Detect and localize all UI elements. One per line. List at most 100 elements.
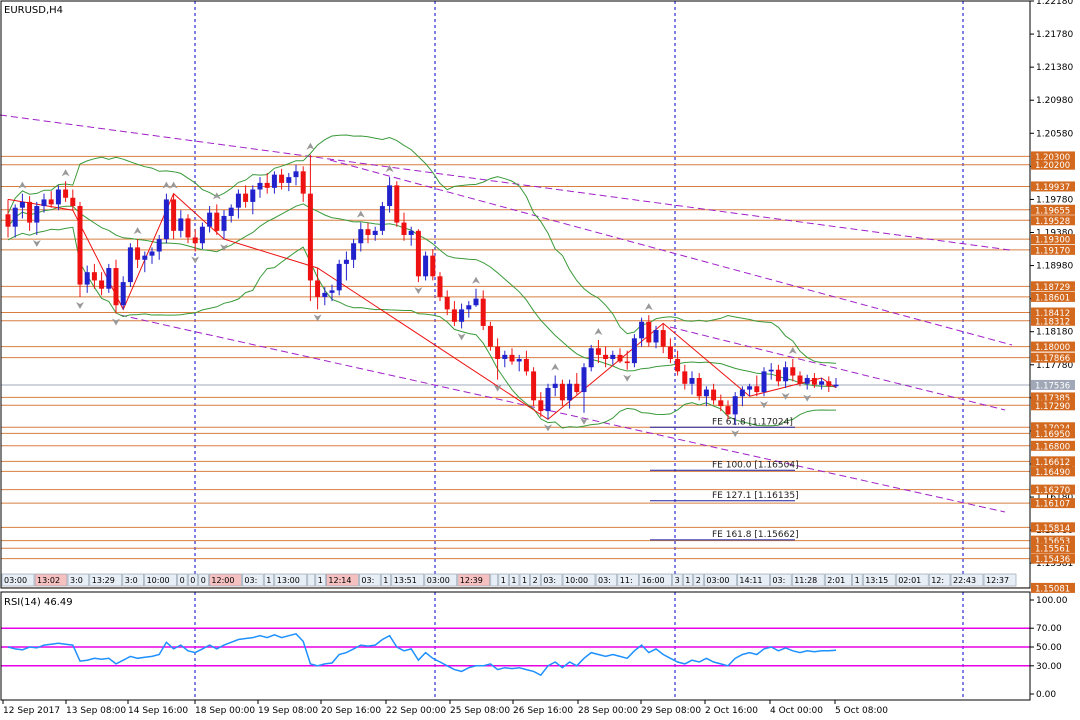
- candle-body: [567, 383, 573, 401]
- candle-65: [473, 288, 479, 307]
- candle-4: [34, 201, 40, 235]
- fractal-down-icon: [623, 374, 632, 382]
- candle-body: [5, 214, 11, 227]
- level-label-17: 1.16800: [1035, 442, 1070, 452]
- candle-93: [675, 350, 681, 376]
- time-strip-label: 3:0: [70, 576, 83, 585]
- candle-body: [243, 193, 249, 202]
- candle-33: [243, 185, 249, 208]
- time-label-4: 19 Sep 08:00: [258, 706, 318, 716]
- level-label-box-2: [1031, 181, 1075, 192]
- time-label-0: 12 Sep 2017: [3, 706, 60, 716]
- candle-body: [12, 207, 18, 227]
- candle-body: [394, 185, 400, 223]
- time-strip-label: 03:00: [427, 576, 450, 585]
- time-strip-cell: [895, 573, 929, 587]
- candle-body: [826, 381, 832, 387]
- candle-62: [451, 301, 457, 326]
- candle-body: [495, 346, 501, 359]
- time-strip-cell: [617, 573, 639, 587]
- candle-66: [480, 290, 486, 331]
- candle-body: [257, 182, 263, 190]
- time-strip-cell: [704, 573, 737, 587]
- band-upper: [7, 134, 837, 364]
- level-label-box-10: [1031, 315, 1075, 326]
- time-strip-cell: [242, 573, 264, 587]
- candle-body: [516, 358, 522, 362]
- level-label-6: 1.19170: [1035, 246, 1070, 256]
- time-label-2: 14 Sep 16:00: [128, 706, 188, 716]
- level-label-box-21: [1031, 498, 1075, 509]
- candle-body: [149, 251, 155, 256]
- fractal-down-icon: [580, 417, 588, 425]
- candle-body: [127, 247, 133, 283]
- price-tick-label-6: 1.19780: [1036, 195, 1073, 205]
- fibo-label-2: FE 127.1 [1.16135]: [712, 491, 799, 501]
- fractal-up-icon: [212, 192, 221, 200]
- candle-50: [365, 222, 371, 244]
- time-strip-label: 1: [501, 576, 506, 585]
- time-label-5: 20 Sep 16:00: [321, 706, 381, 716]
- time-strip-cell: [315, 573, 326, 587]
- candle-body: [41, 199, 47, 207]
- level-label-box-7: [1031, 281, 1075, 292]
- main-pane-border: [0, 0, 1031, 589]
- candle-11: [84, 265, 90, 293]
- candle-92: [667, 338, 673, 364]
- candle-41: [300, 166, 306, 202]
- level-label-16: 1.16950: [1035, 430, 1070, 440]
- level-label-14: 1.17290: [1035, 402, 1070, 412]
- candle-74: [538, 392, 544, 417]
- time-strip-cell: [824, 573, 852, 587]
- bollinger-bands: [7, 134, 837, 429]
- candle-body: [423, 255, 429, 277]
- candle-body: [91, 272, 97, 281]
- candle-38: [279, 168, 285, 190]
- channel-line-2: [329, 159, 1013, 346]
- price-tick-label-3: 1.20980: [1036, 96, 1073, 106]
- fractal-down-icon: [32, 239, 41, 247]
- time-strip-cell: [928, 573, 951, 587]
- level-label-box-20: [1031, 484, 1075, 495]
- time-strip-label: 3:0: [125, 576, 138, 585]
- time-strip-cell: [326, 573, 359, 587]
- candlesticks[interactable]: [5, 154, 839, 426]
- fractal-up-icon: [594, 327, 603, 335]
- candle-body: [487, 325, 493, 347]
- time-axis: 12 Sep 2017 13 Sep 08:00 14 Sep 16:00 18 Se…: [2, 700, 888, 716]
- fractal-up-icon: [356, 210, 365, 218]
- fractal-down-icon: [313, 314, 322, 322]
- candle-25: [185, 214, 191, 244]
- candle-body: [351, 243, 357, 260]
- candle-47: [343, 251, 349, 281]
- candle-body: [610, 354, 616, 359]
- trend-channels: [0, 114, 1013, 513]
- candle-body: [365, 229, 371, 235]
- candle-28: [207, 206, 213, 233]
- level-label-box-17: [1031, 440, 1075, 451]
- candle-body: [135, 247, 141, 260]
- candle-73: [531, 367, 537, 407]
- time-label-3: 18 Sep 00:00: [195, 706, 255, 716]
- candle-body: [545, 387, 551, 412]
- level-label-4: 1.19528: [1035, 217, 1070, 227]
- rsi-tick-label-3: 30.00: [1036, 662, 1062, 672]
- candle-body: [163, 199, 169, 240]
- candle-body: [228, 207, 234, 216]
- band-middle: [7, 203, 837, 388]
- candle-body: [732, 396, 738, 415]
- candle-body: [747, 386, 753, 390]
- candle-body: [84, 272, 90, 285]
- candle-53: [387, 177, 393, 213]
- level-label-23: 1.15653: [1035, 537, 1070, 547]
- candle-87: [631, 334, 637, 368]
- candle-40: [293, 164, 299, 186]
- fractal-down-icon: [493, 384, 502, 392]
- candle-3: [27, 196, 33, 231]
- candle-body: [387, 185, 393, 207]
- candle-68: [495, 338, 501, 380]
- candle-85: [617, 348, 623, 364]
- candle-26: [192, 229, 198, 252]
- time-strip-cell: [862, 573, 896, 587]
